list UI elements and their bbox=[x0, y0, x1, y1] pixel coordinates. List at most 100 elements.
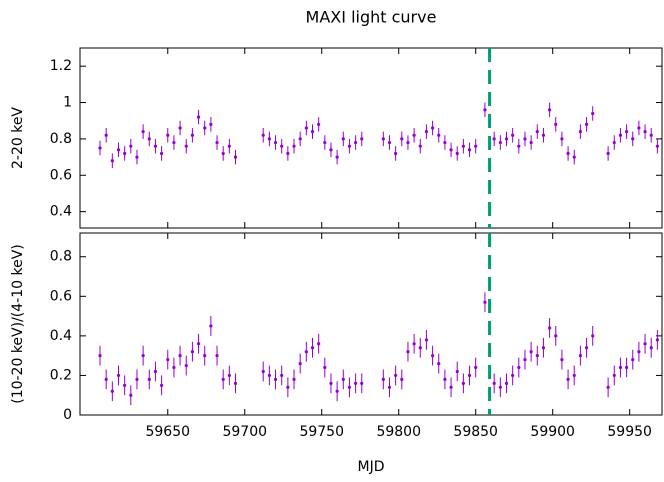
data-point bbox=[504, 381, 509, 385]
data-point bbox=[98, 146, 102, 150]
y-tick-label: 0.6 bbox=[50, 167, 72, 183]
data-point bbox=[474, 144, 478, 148]
y-tick-label: 0.8 bbox=[50, 131, 72, 147]
data-point bbox=[335, 389, 339, 393]
data-point bbox=[153, 144, 158, 148]
data-point bbox=[335, 155, 339, 159]
data-point bbox=[261, 133, 265, 137]
data-point bbox=[498, 140, 502, 145]
data-point bbox=[591, 334, 595, 338]
data-point bbox=[618, 365, 623, 370]
data-point bbox=[584, 346, 589, 350]
data-point bbox=[110, 159, 114, 163]
data-point bbox=[98, 354, 102, 358]
data-point bbox=[412, 133, 416, 137]
data-point bbox=[637, 126, 641, 130]
data-point bbox=[517, 144, 521, 148]
data-point bbox=[381, 137, 385, 141]
data-point bbox=[116, 373, 121, 378]
y-axis-label: 2-20 keV bbox=[10, 107, 26, 169]
data-point bbox=[566, 377, 570, 381]
data-point bbox=[317, 122, 321, 126]
data-point bbox=[566, 151, 570, 156]
data-point bbox=[123, 383, 127, 387]
x-tick-label: 59700 bbox=[222, 424, 267, 440]
data-point bbox=[418, 346, 422, 350]
data-point bbox=[273, 377, 278, 381]
y-axis-label: (10-20 keV)/(4-10 keV) bbox=[10, 244, 26, 404]
data-point bbox=[406, 140, 410, 145]
data-point bbox=[418, 144, 422, 148]
data-point bbox=[286, 385, 290, 389]
data-point bbox=[455, 151, 459, 156]
data-point bbox=[511, 133, 515, 137]
y-tick-label: 0.4 bbox=[50, 204, 72, 220]
data-point bbox=[317, 342, 321, 346]
data-point bbox=[523, 137, 527, 141]
data-point bbox=[129, 144, 133, 148]
data-point bbox=[548, 326, 552, 330]
data-point bbox=[209, 122, 213, 126]
data-point bbox=[529, 350, 533, 354]
data-point bbox=[394, 151, 398, 156]
data-point bbox=[304, 126, 308, 130]
data-point bbox=[147, 377, 151, 381]
data-point bbox=[643, 130, 647, 134]
data-point bbox=[498, 385, 502, 389]
data-point bbox=[443, 377, 447, 381]
data-point bbox=[286, 151, 290, 156]
data-point bbox=[341, 137, 345, 141]
data-point bbox=[394, 373, 398, 378]
data-point bbox=[209, 324, 213, 328]
data-point bbox=[381, 377, 385, 381]
data-point bbox=[624, 130, 629, 134]
data-point bbox=[643, 342, 647, 346]
data-point bbox=[649, 346, 653, 350]
data-point bbox=[437, 361, 441, 366]
data-point bbox=[298, 361, 302, 366]
data-point bbox=[178, 126, 182, 130]
data-point bbox=[387, 385, 392, 389]
data-point bbox=[504, 137, 509, 141]
data-point bbox=[104, 377, 108, 381]
data-point bbox=[135, 377, 139, 381]
data-point bbox=[135, 155, 139, 159]
data-point bbox=[172, 365, 176, 370]
data-point bbox=[196, 342, 201, 346]
y-tick-label: 0 bbox=[63, 407, 72, 423]
data-point bbox=[572, 155, 576, 159]
data-point bbox=[483, 300, 487, 304]
data-point bbox=[541, 133, 546, 137]
data-point bbox=[267, 373, 271, 378]
data-point bbox=[280, 144, 284, 148]
data-point bbox=[227, 373, 231, 378]
data-point bbox=[449, 385, 453, 389]
data-point bbox=[280, 373, 284, 378]
data-point bbox=[292, 377, 296, 381]
data-point bbox=[116, 148, 121, 152]
data-point bbox=[400, 377, 404, 381]
data-point bbox=[492, 137, 496, 141]
data-point bbox=[649, 133, 653, 137]
data-point bbox=[310, 130, 315, 134]
data-point bbox=[233, 155, 238, 159]
data-point bbox=[474, 365, 478, 370]
data-point bbox=[412, 342, 416, 346]
data-point bbox=[261, 369, 265, 374]
data-point bbox=[141, 130, 145, 134]
data-point bbox=[387, 140, 392, 145]
data-point bbox=[511, 373, 515, 378]
data-point bbox=[548, 108, 552, 112]
data-point bbox=[612, 373, 616, 378]
data-point bbox=[523, 358, 527, 362]
data-point bbox=[430, 354, 435, 358]
data-point bbox=[172, 140, 176, 145]
data-point bbox=[637, 350, 641, 354]
data-point bbox=[430, 126, 435, 130]
data-point bbox=[400, 137, 404, 141]
data-point bbox=[360, 381, 364, 385]
data-point bbox=[215, 140, 219, 145]
data-point bbox=[267, 137, 271, 141]
x-axis-label: MJD bbox=[358, 459, 385, 475]
